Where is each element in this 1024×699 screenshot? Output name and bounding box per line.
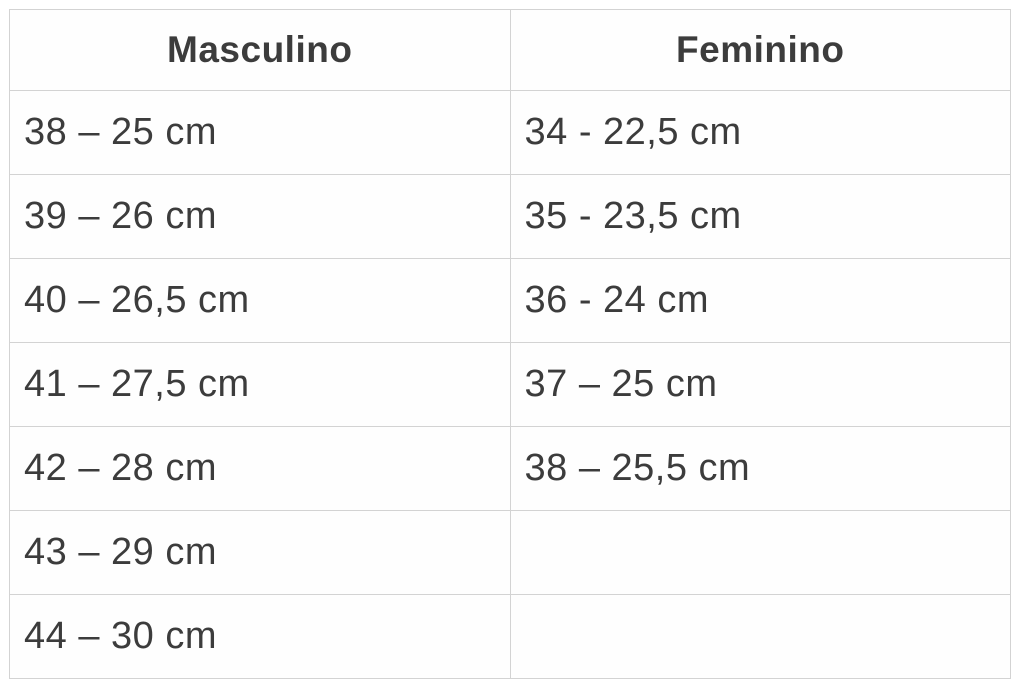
- cell-masculino-size: 41 – 27,5 cm: [9, 342, 511, 427]
- cell-masculino-size: 42 – 28 cm: [9, 426, 511, 511]
- cell-masculino-size: 44 – 30 cm: [9, 594, 511, 679]
- table-row: 38 – 25 cm 34 - 22,5 cm: [9, 90, 1011, 175]
- cell-feminino-size: 38 – 25,5 cm: [509, 426, 1011, 511]
- cell-feminino-size: 37 – 25 cm: [509, 342, 1011, 427]
- cell-feminino-size: 36 - 24 cm: [509, 258, 1011, 343]
- table-row: 40 – 26,5 cm 36 - 24 cm: [9, 258, 1011, 343]
- table-row: 42 – 28 cm 38 – 25,5 cm: [9, 426, 1011, 511]
- cell-feminino-size-empty: [509, 510, 1011, 595]
- cell-masculino-size: 38 – 25 cm: [9, 90, 511, 175]
- table-row: 41 – 27,5 cm 37 – 25 cm: [9, 342, 1011, 427]
- column-header-masculino: Masculino: [9, 9, 511, 91]
- table-row: 39 – 26 cm 35 - 23,5 cm: [9, 174, 1011, 259]
- cell-feminino-size: 34 - 22,5 cm: [509, 90, 1011, 175]
- table-header-row: Masculino Feminino: [9, 9, 1011, 91]
- table-row: 44 – 30 cm: [9, 594, 1011, 679]
- cell-feminino-size-empty: [509, 594, 1011, 679]
- cell-masculino-size: 43 – 29 cm: [9, 510, 511, 595]
- cell-masculino-size: 40 – 26,5 cm: [9, 258, 511, 343]
- cell-feminino-size: 35 - 23,5 cm: [509, 174, 1011, 259]
- shoe-size-conversion-table: Masculino Feminino 38 – 25 cm 34 - 22,5 …: [9, 9, 1011, 679]
- column-header-feminino: Feminino: [509, 9, 1011, 91]
- cell-masculino-size: 39 – 26 cm: [9, 174, 511, 259]
- table-row: 43 – 29 cm: [9, 510, 1011, 595]
